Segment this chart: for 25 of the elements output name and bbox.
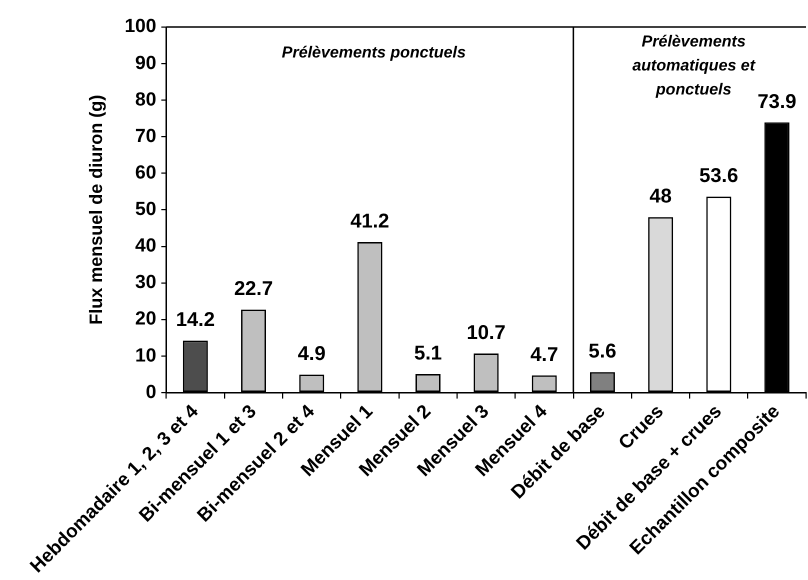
y-tick-label: 50 [135,199,156,220]
y-tick-label: 60 [135,162,156,184]
annotation: Prélèvements automatiques et ponctuels [632,33,756,98]
data-label: 4.7 [530,344,558,366]
annotation: Prélèvements ponctuels [282,44,466,62]
y-tick-label: 80 [135,89,156,110]
data-label: 4.9 [298,343,326,366]
y-tick-label: 0 [146,382,156,403]
data-label: 10.7 [466,322,506,344]
data-label: 41.2 [350,210,390,232]
y-tick-label: 30 [135,272,156,294]
data-label: 53.6 [699,165,738,188]
y-tick-label: 100 [124,16,156,38]
data-label: 14.2 [176,309,215,332]
y-tick-label: 70 [135,126,156,147]
y-tick-label: 40 [135,236,156,257]
data-label: 22.7 [234,278,273,300]
y-axis-title: Flux mensuel de diuron (g) [86,94,106,325]
y-tick-label: 10 [135,345,156,366]
data-label: 48 [649,186,672,208]
data-label: 5.6 [588,340,616,363]
y-tick-label: 20 [135,308,156,330]
data-label: 73.9 [757,90,796,113]
y-tick-label: 90 [135,52,156,74]
data-label: 5.1 [414,342,442,364]
